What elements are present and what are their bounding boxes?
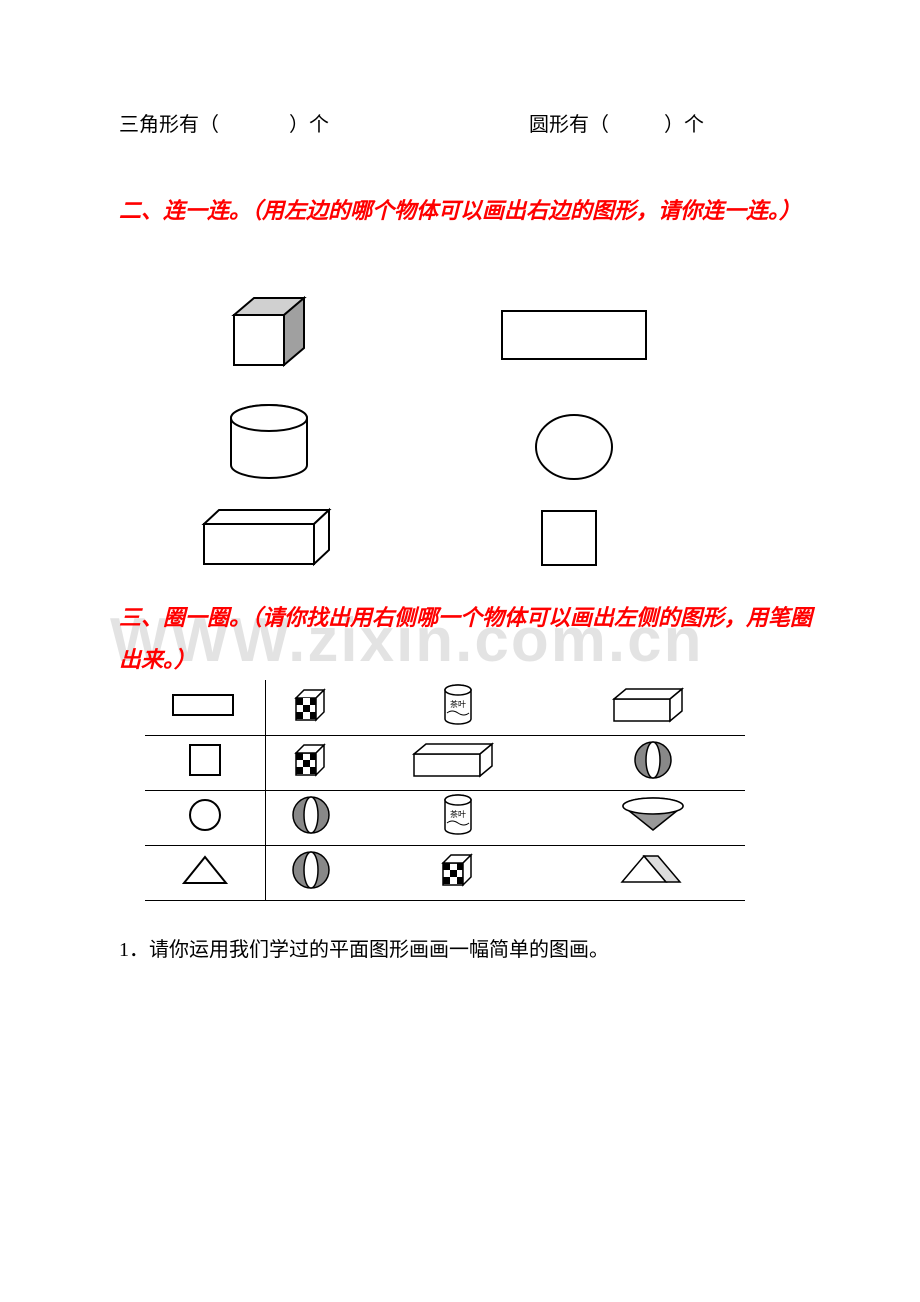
svg-text:茶叶: 茶叶 <box>450 699 466 709</box>
option-checker-cube[interactable] <box>265 735 356 790</box>
question-1-text: 1．请你运用我们学过的平面图形画画一幅简单的图画。 <box>119 933 609 962</box>
target-shape-circle <box>145 790 265 845</box>
circle-icon <box>529 410 619 485</box>
option-checker-cube[interactable] <box>356 845 561 900</box>
option-triangular-prism[interactable] <box>561 845 745 900</box>
table-row: 茶叶 <box>145 790 745 845</box>
circle-table: 茶叶 <box>145 680 745 901</box>
option-cuboid[interactable] <box>561 680 745 735</box>
matching-area <box>119 290 819 580</box>
rectangle-icon <box>499 308 649 363</box>
cuboid-icon <box>194 504 354 574</box>
fill-blank-row: 三角形有（ ）个 圆形有（ ）个 <box>119 108 704 137</box>
option-cuboid[interactable] <box>356 735 561 790</box>
option-ball[interactable] <box>265 845 356 900</box>
section-3-header: 三、圈一圈。（请你找出用右侧哪一个物体可以画出左侧的图形，用笔圈出来。） <box>119 597 819 681</box>
option-tea-can[interactable]: 茶叶 <box>356 680 561 735</box>
option-cone-bowl[interactable] <box>561 790 745 845</box>
circle-count-label: 圆形有（ <box>529 114 609 136</box>
svg-text:茶叶: 茶叶 <box>450 809 466 819</box>
section-2-header: 二、连一连。（用左边的哪个物体可以画出右边的图形，请你连一连。） <box>119 190 819 232</box>
option-tea-can[interactable]: 茶叶 <box>356 790 561 845</box>
triangle-count-label: 三角形有（ <box>119 114 219 136</box>
target-shape-square <box>145 735 265 790</box>
target-shape-triangle <box>145 845 265 900</box>
triangle-count-suffix: ）个 <box>289 114 329 136</box>
option-checker-cube[interactable] <box>265 680 356 735</box>
option-ball[interactable] <box>265 790 356 845</box>
cylinder-icon <box>219 400 329 490</box>
table-row: 茶叶 <box>145 680 745 735</box>
table-row <box>145 845 745 900</box>
cube-icon <box>209 290 329 390</box>
target-shape-rectangle <box>145 680 265 735</box>
table-row <box>145 735 745 790</box>
option-ball[interactable] <box>561 735 745 790</box>
square-icon <box>539 508 599 568</box>
circle-count-suffix: ）个 <box>664 114 704 136</box>
circle-table-wrap: 茶叶 <box>145 680 745 901</box>
